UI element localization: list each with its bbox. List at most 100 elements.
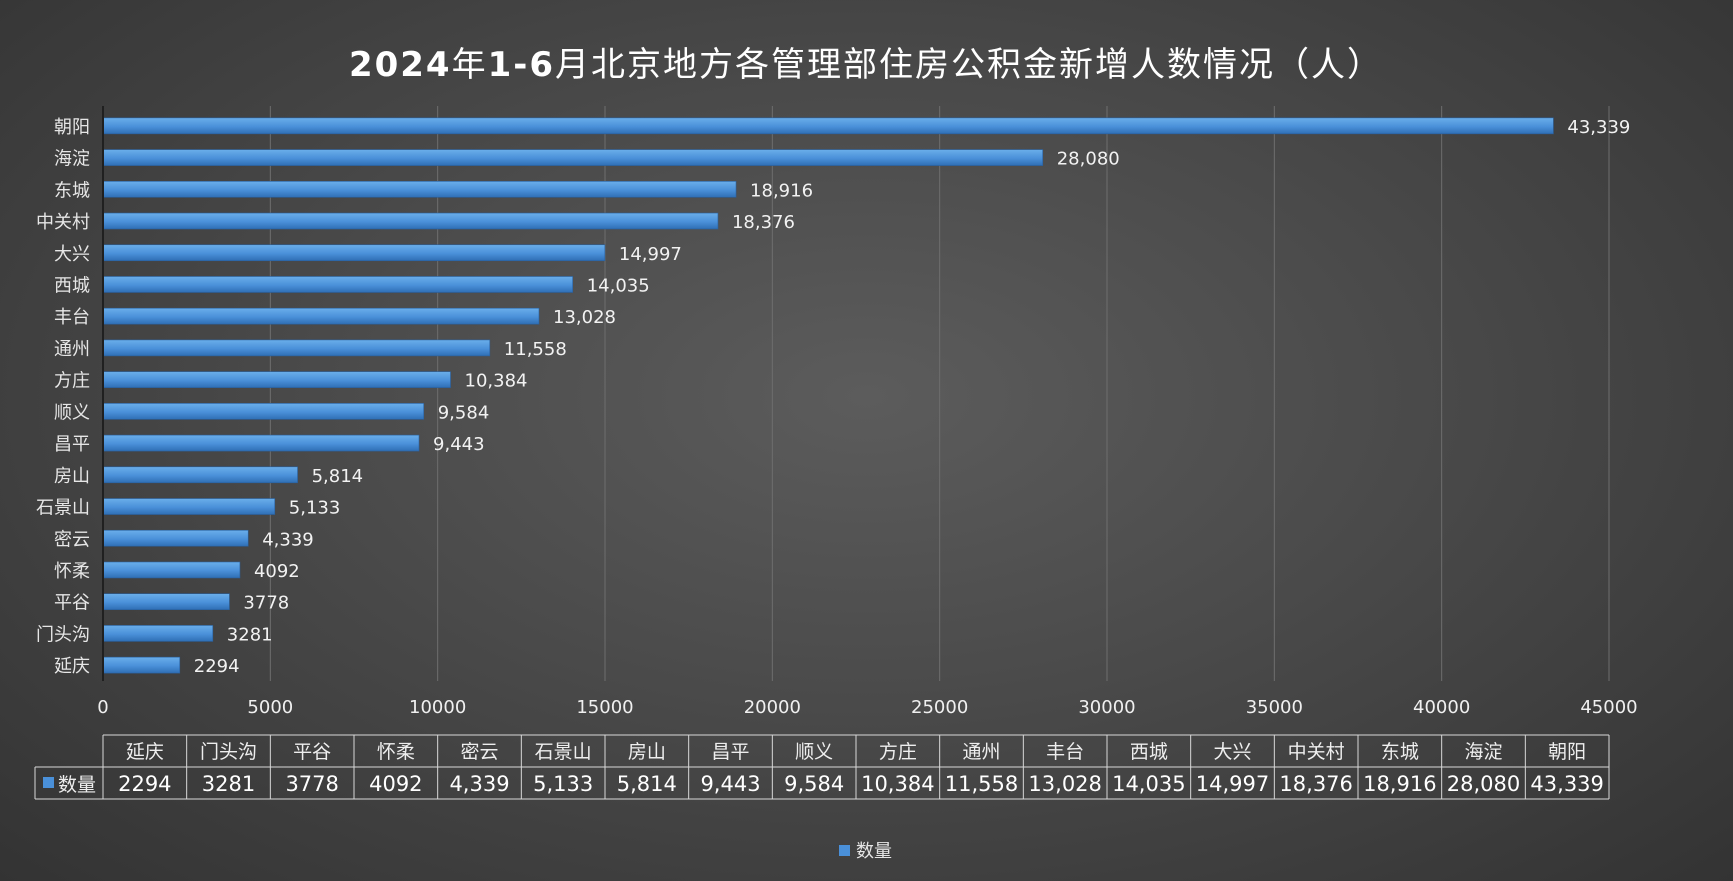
table-header-cell: 延庆 [126, 741, 164, 763]
table-header-cell: 门头沟 [200, 741, 257, 763]
bar [102, 434, 420, 452]
table-value-cell: 43,339 [1530, 772, 1603, 796]
category-label: 密云 [54, 529, 90, 550]
category-label: 丰台 [54, 307, 90, 328]
table-header-cell: 顺义 [795, 741, 833, 763]
bar [102, 466, 298, 484]
category-label: 方庄 [54, 371, 90, 392]
table-header-cell: 石景山 [535, 741, 592, 763]
table-value-cell: 5,814 [617, 772, 677, 796]
category-label: 昌平 [54, 434, 90, 455]
table-header-cell: 海淀 [1464, 741, 1502, 763]
table-value-cell: 5,133 [533, 772, 593, 796]
bar [102, 656, 181, 674]
data-label: 5,814 [312, 466, 364, 487]
legend: 数量 [839, 841, 892, 862]
x-tick-label: 30000 [1078, 697, 1135, 718]
legend-label: 数量 [856, 841, 892, 862]
data-label: 13,028 [553, 307, 616, 328]
table-value-cell: 3281 [202, 772, 255, 796]
table-header-cell: 方庄 [879, 741, 917, 763]
table-header-cell: 密云 [460, 741, 498, 763]
data-label: 18,376 [732, 212, 795, 233]
bar [102, 339, 491, 357]
category-label: 中关村 [36, 212, 90, 233]
data-label: 3281 [227, 624, 273, 645]
category-label: 顺义 [54, 402, 90, 423]
table-value-cell: 14,035 [1112, 772, 1185, 796]
bar [102, 307, 540, 325]
bar [102, 244, 606, 262]
table-header-cell: 大兴 [1213, 741, 1251, 763]
table-header-cell: 东城 [1381, 741, 1419, 763]
category-label: 大兴 [54, 244, 90, 265]
title-rest: 月北京地方各管理部住房公积金新增人数情况（人） [555, 45, 1383, 85]
table-value-cell: 10,384 [861, 772, 934, 796]
category-label: 东城 [54, 180, 90, 201]
x-tick-label: 20000 [744, 697, 801, 718]
bar [102, 593, 230, 610]
data-label: 14,997 [619, 244, 682, 265]
bar [102, 561, 241, 579]
data-label: 43,339 [1567, 117, 1630, 138]
category-label: 门头沟 [36, 624, 90, 645]
data-table: 延庆 2294 门头沟 3281 平谷 3778 怀柔 4092 密云 4,339 石景山 5,133… [34, 734, 1610, 800]
table-value-cell: 2294 [118, 772, 171, 796]
x-tick-label: 0 [97, 697, 108, 718]
gridlines [269, 106, 1610, 681]
bar [102, 149, 1044, 166]
table-header-cell: 丰台 [1046, 741, 1084, 763]
x-tick-label: 45000 [1580, 697, 1637, 718]
category-label: 怀柔 [54, 561, 90, 582]
data-label: 18,916 [750, 180, 813, 201]
data-label: 3778 [243, 593, 289, 614]
bar [102, 403, 425, 420]
legend-swatch [839, 845, 850, 856]
bars: 43,339 28,080 18,916 18,376 14,997 14,035 13,0… [102, 117, 1630, 677]
data-label: 5,133 [289, 498, 341, 519]
title-months: 1-6 [488, 45, 555, 85]
title-year-suffix: 年 [452, 45, 488, 85]
table-header-cell: 通州 [962, 741, 1000, 763]
data-label: 4,339 [262, 529, 314, 550]
table-value-cell: 14,997 [1196, 772, 1269, 796]
x-tick-label: 40000 [1413, 697, 1470, 718]
table-header-cell: 平谷 [293, 741, 331, 763]
category-label: 平谷 [54, 593, 90, 614]
data-label: 14,035 [587, 275, 650, 296]
bar [102, 117, 1554, 135]
table-value-cell: 3778 [285, 772, 338, 796]
data-label: 9,584 [438, 402, 490, 423]
bar [102, 529, 249, 547]
table-value-cell: 4,339 [449, 772, 509, 796]
category-label: 海淀 [54, 149, 90, 170]
x-tick-label: 35000 [1246, 697, 1303, 718]
table-header-cell: 房山 [628, 741, 666, 763]
bar [102, 181, 737, 198]
data-label: 10,384 [465, 371, 528, 392]
title-year: 2024 [349, 45, 452, 85]
table-value-cell: 4092 [369, 772, 422, 796]
table-value-cell: 13,028 [1028, 772, 1101, 796]
x-tick-label: 25000 [911, 697, 968, 718]
bar [102, 212, 719, 230]
table-series-swatch [43, 777, 54, 788]
category-label: 通州 [54, 339, 90, 360]
bar [102, 371, 451, 388]
table-header-cell: 昌平 [711, 741, 749, 763]
table-value-cell: 9,443 [700, 772, 760, 796]
category-label: 朝阳 [54, 117, 90, 138]
table-value-cell: 18,376 [1279, 772, 1352, 796]
data-label: 28,080 [1057, 149, 1120, 170]
table-series-name: 数量 [58, 774, 96, 796]
table-header-cell: 西城 [1130, 741, 1168, 763]
table-header-cell: 怀柔 [377, 741, 415, 763]
data-label: 11,558 [504, 339, 567, 360]
table-value-cell: 28,080 [1447, 772, 1520, 796]
x-tick-label: 5000 [247, 697, 293, 718]
category-label: 石景山 [36, 498, 90, 519]
category-label: 延庆 [54, 656, 90, 677]
x-tick-label: 15000 [576, 697, 633, 718]
axes: 0 5000 10000 15000 20000 25000 30000 35000 40000… [36, 106, 1638, 718]
